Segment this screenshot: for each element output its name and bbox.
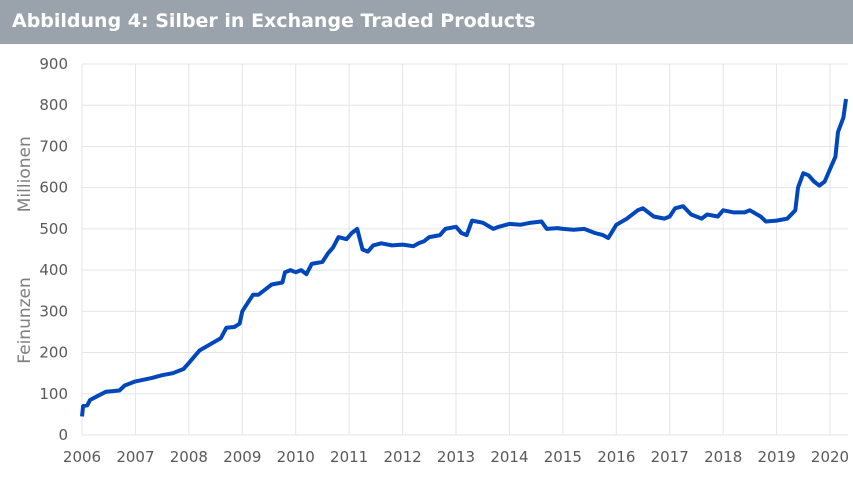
x-tick-label: 2014 [490,448,528,466]
y-tick-label: 400 [39,261,68,279]
y-tick-label: 200 [39,344,68,362]
y-tick-label: 0 [58,426,68,444]
y-tick-label: 900 [39,55,68,73]
y-tick-label: 800 [39,96,68,114]
x-tick-label: 2006 [63,448,101,466]
x-tick-label: 2013 [437,448,475,466]
y-tick-label: 600 [39,179,68,197]
x-tick-label: 2011 [330,448,368,466]
x-tick-label: 2012 [383,448,421,466]
x-tick-label: 2020 [811,448,849,466]
x-tick-label: 2007 [116,448,154,466]
x-tick-label: 2016 [597,448,635,466]
y-tick-label: 300 [39,302,68,320]
x-tick-label: 2015 [544,448,582,466]
x-tick-label: 2008 [170,448,208,466]
series-line [80,98,848,417]
y-axis-label-unit: Feinunzen [15,277,35,364]
y-axis-label-scale: Millionen [15,136,35,212]
chart-title: Abbildung 4: Silber in Exchange Traded P… [0,0,853,44]
y-tick-label: 500 [39,220,68,238]
x-tick-label: 2017 [651,448,689,466]
y-tick-label: 100 [39,385,68,403]
y-tick-label: 700 [39,137,68,155]
x-tick-label: 2009 [223,448,261,466]
y-axis-label: Feinunzen Millionen [15,136,35,363]
x-tick-label: 2019 [757,448,795,466]
x-tick-label: 2018 [704,448,742,466]
x-tick-label: 2010 [277,448,315,466]
